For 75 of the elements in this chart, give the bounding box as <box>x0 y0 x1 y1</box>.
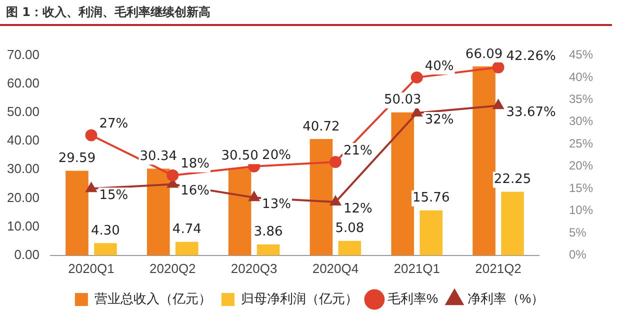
legend-label: 毛利率% <box>387 291 438 306</box>
data-label: 32% <box>424 112 454 128</box>
data-label: 42.26% <box>506 48 556 64</box>
point <box>492 61 504 74</box>
data-label: 29.59 <box>58 151 96 166</box>
legend-label: 净利率（%） <box>468 291 544 306</box>
bar <box>228 168 252 256</box>
point <box>248 192 260 202</box>
y2-tick-label: 30% <box>568 114 594 128</box>
legend-label: 归母净利润（亿元） <box>240 291 358 306</box>
y-tick-label: 50.00 <box>6 104 40 119</box>
y2-tick-label: 5% <box>568 225 587 240</box>
chart-title: 图 1：收入、利润、毛利率继续创新高 <box>0 0 612 26</box>
data-label: 15.76 <box>412 190 450 206</box>
y2-tick-label: 20% <box>568 158 594 173</box>
y-tick-label: 10.00 <box>6 218 40 234</box>
bar <box>256 244 280 256</box>
point <box>412 107 422 117</box>
data-label: 33.67% <box>506 104 556 120</box>
data-label: 12% <box>343 201 372 216</box>
bar <box>420 210 443 256</box>
bar <box>501 192 524 256</box>
bar <box>147 168 170 256</box>
bar <box>66 170 88 256</box>
data-label: 16% <box>180 184 210 199</box>
bar <box>338 240 362 256</box>
point <box>85 129 98 142</box>
y-tick-label: 0.00 <box>14 246 40 262</box>
y2-tick-label: 35% <box>568 92 594 106</box>
data-label: 50.03 <box>384 92 422 108</box>
y-tick-label: 40.00 <box>6 132 40 148</box>
data-label: 27% <box>99 116 128 132</box>
point <box>410 71 423 84</box>
x-tick-label: 2020Q4 <box>312 260 359 276</box>
data-label: 4.74 <box>172 222 202 238</box>
point <box>86 182 97 192</box>
point <box>166 169 179 182</box>
y-tick-label: 60.00 <box>6 75 40 90</box>
y2-tick-label: 15% <box>568 180 594 195</box>
data-label: 40% <box>424 58 454 74</box>
y2-tick-label: 40% <box>568 70 594 84</box>
y-tick-label: 30.00 <box>6 161 40 176</box>
data-label: 30.50 <box>221 148 258 164</box>
y2-tick-label: 10% <box>568 203 594 218</box>
data-label: 21% <box>343 143 372 158</box>
x-tick-label: 2020Q2 <box>150 260 196 276</box>
data-label: 66.09 <box>465 46 503 62</box>
y2-tick-label: 25% <box>568 136 594 150</box>
bar <box>175 242 198 256</box>
x-tick-label: 2021Q2 <box>475 260 522 276</box>
bar <box>310 138 333 256</box>
y2-tick-label: 45% <box>568 48 594 62</box>
point <box>330 196 341 206</box>
y-tick-label: 70.00 <box>6 46 40 62</box>
bar <box>94 243 117 256</box>
legend-label: 营业总收入（亿元） <box>94 291 212 306</box>
y-tick-label: 20.00 <box>6 190 40 205</box>
x-tick-label: 2020Q1 <box>68 260 114 276</box>
data-label: 13% <box>262 196 291 212</box>
data-label: 40.72 <box>302 119 340 134</box>
data-label: 15% <box>99 188 128 204</box>
bar <box>391 112 414 256</box>
x-tick-label: 2020Q3 <box>230 260 278 276</box>
data-label: 22.25 <box>494 172 532 188</box>
bar <box>472 66 496 256</box>
point <box>492 100 504 110</box>
point <box>329 156 342 168</box>
data-label: 4.30 <box>91 223 120 238</box>
data-label: 5.08 <box>335 221 364 236</box>
data-label: 30.34 <box>140 149 178 164</box>
data-label: 20% <box>262 148 291 163</box>
x-tick-label: 2021Q1 <box>394 260 440 276</box>
y2-tick-label: 0% <box>568 248 587 262</box>
data-label: 3.86 <box>254 224 283 240</box>
data-label: 18% <box>180 156 210 172</box>
